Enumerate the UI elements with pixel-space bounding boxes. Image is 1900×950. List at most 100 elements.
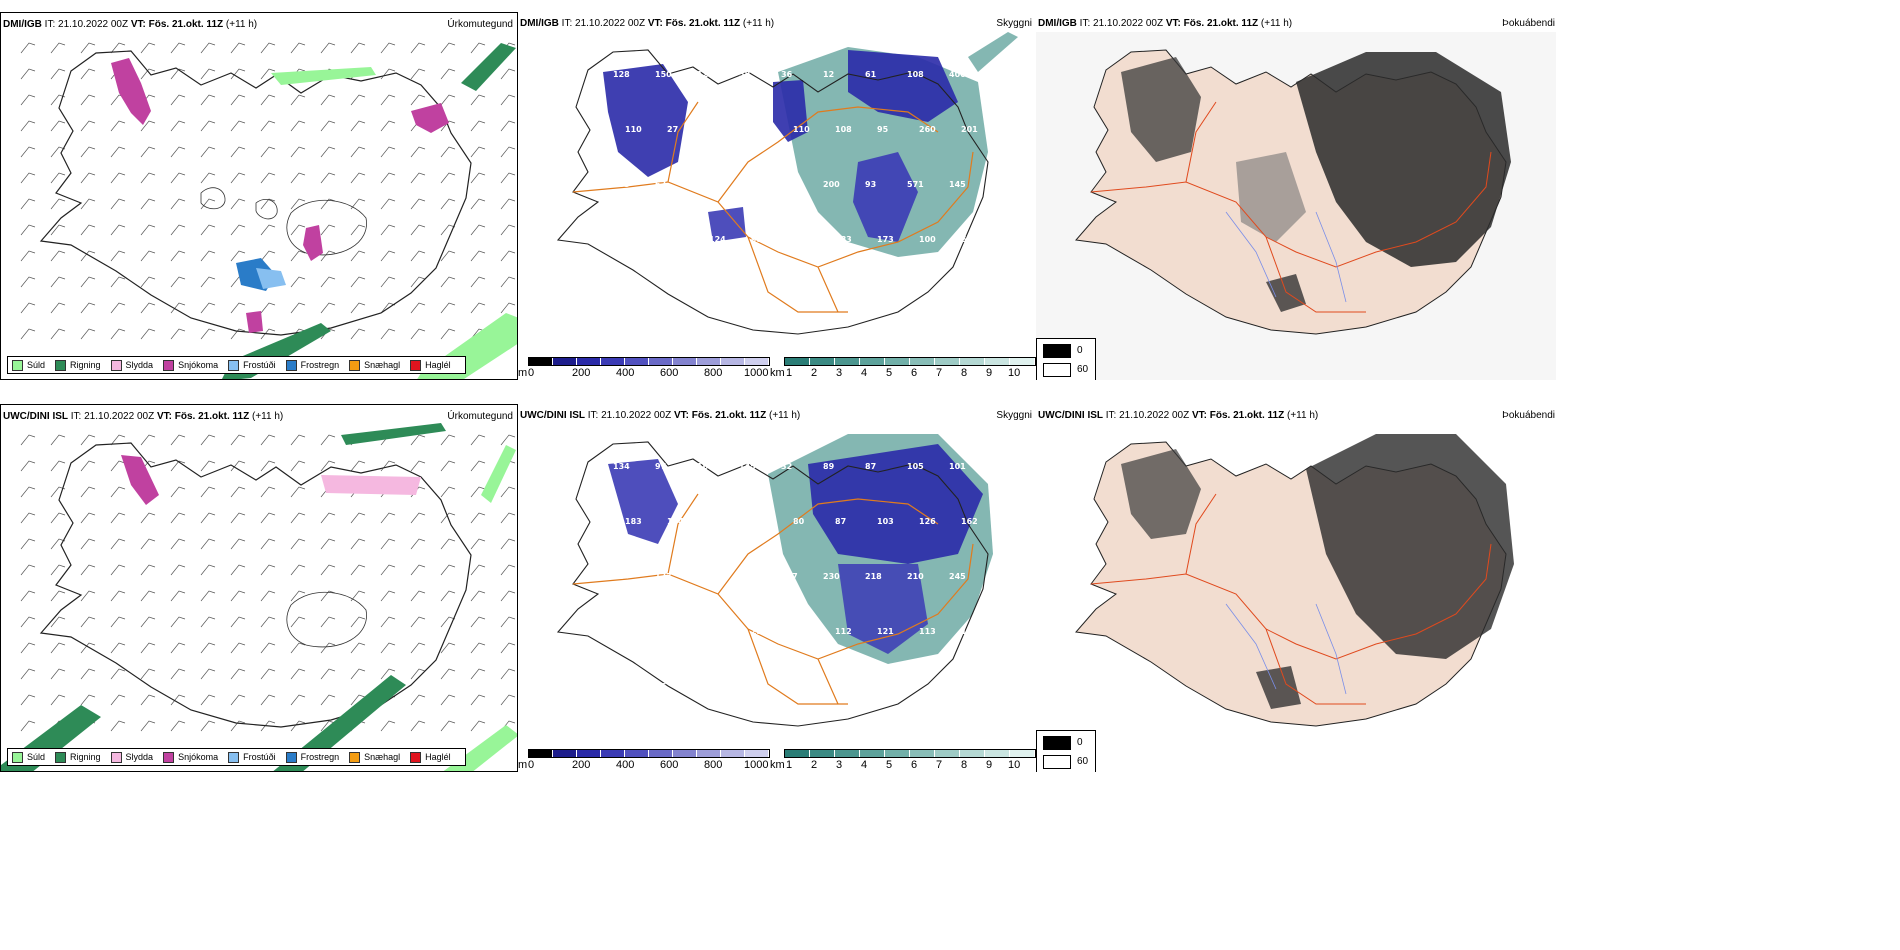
wind-barb [50, 512, 66, 524]
wind-barb [500, 250, 516, 262]
wind-barb [230, 590, 246, 602]
wind-barb [440, 146, 456, 158]
wind-barb [500, 224, 516, 236]
precip-legend: Súld Rigning Slydda Snjókoma Frostúði Fr… [7, 356, 466, 374]
cloud-base-label: 110 [793, 125, 810, 134]
wind-barb [200, 68, 216, 80]
legend-swatch [349, 751, 361, 763]
legend-swatch [55, 359, 67, 371]
legend-item-rigning: Rigning [55, 751, 101, 763]
legend-label: Frostúði [243, 360, 276, 370]
wind-barb [110, 564, 126, 576]
wind-barb [380, 590, 396, 602]
cloud-base-label: 108 [835, 125, 852, 134]
cloud-base-label: 207 [781, 572, 798, 581]
cloud-panel-row1: DMI/IGB IT: 21.10.2022 00Z VT: Fös. 21.o… [518, 12, 1036, 380]
cloud-base-label: 218 [865, 572, 882, 581]
wind-barb [110, 512, 126, 524]
wind-barb [200, 564, 216, 576]
wind-barb [320, 94, 336, 106]
wind-barb [50, 642, 66, 654]
cloud-base-label: 230 [823, 572, 840, 581]
scale-swatch [785, 358, 810, 365]
scale-swatch [985, 358, 1010, 365]
wind-barb [350, 250, 366, 262]
wind-barb [380, 146, 396, 158]
wind-barb [20, 198, 36, 210]
wind-barb [380, 538, 396, 550]
model-name: UWC/DINI ISL [520, 410, 585, 421]
wind-barb [470, 486, 486, 498]
wind-barb [230, 512, 246, 524]
wind-barb [350, 42, 366, 54]
wind-barb [320, 120, 336, 132]
wind-barb [440, 616, 456, 628]
cloud-base-label: 112 [835, 627, 852, 636]
vt-label: VT: [647, 18, 663, 29]
cloud-base-label: 105 [907, 462, 924, 471]
scale-swatch [810, 750, 835, 757]
wind-barb [380, 668, 396, 680]
wind-barb [230, 42, 246, 54]
wind-barb [20, 302, 36, 314]
fog-dark-north [1306, 434, 1514, 659]
scale-swatch [625, 750, 649, 757]
cloud-base-label: 150 [655, 70, 672, 79]
scale-tick: 7 [936, 367, 943, 379]
fog-swatch-0 [1043, 344, 1071, 358]
wind-barb [260, 538, 276, 550]
it-value: 21.10.2022 00Z [58, 19, 129, 30]
wind-barb [260, 668, 276, 680]
wind-barbs [20, 434, 516, 732]
scale-swatch [960, 750, 985, 757]
scale-tick: 2 [811, 367, 818, 379]
wind-barb [320, 720, 336, 732]
vt-value: Fös. 21.okt. 11Z [691, 410, 767, 421]
wind-barb [50, 434, 66, 446]
wind-barb [50, 224, 66, 236]
panel-header: DMI/IGB IT: 21.10.2022 00Z VT: Fös. 21.o… [520, 18, 774, 29]
it-value: 21.10.2022 00Z [601, 410, 672, 421]
wind-barb [440, 668, 456, 680]
wind-barb [260, 250, 276, 262]
wind-barb [20, 590, 36, 602]
legend-swatch [349, 359, 361, 371]
scale-swatch [601, 358, 625, 365]
cloud-blue-westfjords [603, 64, 688, 177]
visibility-colorbar [784, 749, 1036, 758]
wind-barb [470, 120, 486, 132]
fog-swatch-0 [1043, 736, 1071, 750]
wind-barb [500, 538, 516, 550]
wind-barb [20, 720, 36, 732]
wind-barb [20, 642, 36, 654]
cloud-base-label: 80 [793, 517, 805, 526]
wind-barb [410, 720, 426, 732]
wind-barb [50, 250, 66, 262]
scale-swatch [985, 750, 1010, 757]
fog-map [1036, 32, 1556, 380]
vt-label: VT: [1165, 18, 1181, 29]
wind-barb [470, 198, 486, 210]
wind-barb [170, 276, 186, 288]
cloud-base-label: 133 [613, 180, 630, 189]
precip-snow-south [246, 311, 263, 333]
wind-barb [410, 590, 426, 602]
wind-barb [350, 590, 366, 602]
scale-swatch [649, 750, 673, 757]
scale-tick: 5 [886, 759, 893, 771]
cloud-base-label: 290 [781, 180, 798, 189]
wind-barb [410, 198, 426, 210]
scale-swatch [577, 750, 601, 757]
wind-barb [80, 224, 96, 236]
wind-barb [290, 172, 306, 184]
wind-barb [50, 68, 66, 80]
wind-barb [260, 564, 276, 576]
cloud-base-label: 150 [613, 682, 630, 691]
fog-rivers [1225, 211, 1347, 303]
wind-barb [440, 720, 456, 732]
wind-barb [170, 146, 186, 158]
scale-tick: 4 [861, 759, 868, 771]
legend-label: Snæhagl [364, 360, 401, 370]
wind-barb [170, 172, 186, 184]
cloud-base-label: 63 [751, 125, 762, 134]
